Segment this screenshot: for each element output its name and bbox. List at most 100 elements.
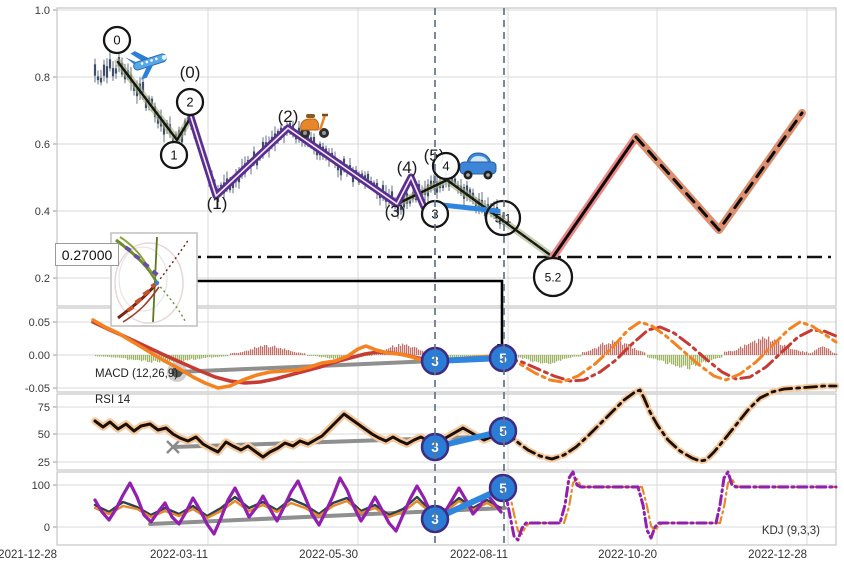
macd-histogram-bar [709, 355, 711, 361]
macd-histogram-bar [211, 355, 213, 358]
macd-histogram-bar [524, 355, 526, 359]
plane-window [140, 62, 144, 65]
macd-histogram-bar [149, 355, 151, 363]
wave-circle-marker[interactable]: 5.1 [484, 199, 522, 237]
xaxis-date-label: 2022-08-11 [450, 549, 508, 561]
macd-histogram-bar [540, 355, 542, 364]
kdj-panel-grid: 100 0 [32, 471, 837, 546]
macd-histogram-bar [329, 355, 331, 359]
macd-histogram-bar [183, 355, 185, 362]
macd-histogram-bar [604, 345, 606, 355]
macd-histogram-bar [701, 355, 703, 363]
macd-histogram-bar [272, 346, 274, 355]
macd-histogram-bar [681, 355, 683, 368]
macd-ytick-label: -0.05 [25, 383, 50, 395]
airplane-icon[interactable] [124, 42, 171, 82]
price-ytick-label: 0.8 [35, 72, 50, 84]
wave-circle [175, 87, 205, 117]
macd-histogram-bar [454, 355, 456, 359]
kdj-wave-point-marker[interactable]: 5 [488, 473, 518, 503]
macd-histogram-bar [675, 355, 677, 367]
macd-histogram-bar [103, 355, 105, 357]
macd-histogram-bar [95, 355, 97, 357]
xaxis-date-label: 2022-05-30 [299, 549, 358, 561]
kdj-panel-border [56, 471, 837, 546]
macd-histogram-bar [227, 355, 229, 357]
macd-histogram-bar [526, 355, 528, 360]
macd-histogram-bar [304, 353, 306, 355]
macd-histogram-bar [808, 353, 810, 355]
macd-histogram-bar [659, 355, 661, 361]
car-hub [486, 173, 490, 177]
macd-histogram-bar [768, 336, 770, 355]
macd-histogram-bar [213, 355, 215, 358]
macd-histogram-bar [796, 349, 798, 355]
candle-body [111, 68, 115, 77]
candle-body [390, 191, 394, 202]
macd-histogram-bar [715, 355, 717, 359]
macd-histogram-bar [294, 352, 296, 355]
macd-histogram-bar [238, 352, 240, 355]
wave-circle-marker[interactable]: 0 [102, 25, 132, 55]
macd-histogram-bar [246, 350, 248, 355]
macd-histogram-bar [717, 355, 719, 359]
macd-histogram-bar [638, 350, 640, 355]
macd-wave-point-marker[interactable]: 5 [488, 343, 518, 373]
macd-histogram-bar [724, 351, 726, 355]
macd-histogram-bar [766, 339, 768, 355]
macd-histogram-bar [600, 344, 602, 355]
macd-histogram-bar [187, 355, 189, 361]
rsi-label: RSI 14 [95, 394, 131, 406]
macd-histogram-bar [836, 353, 838, 355]
rsi-panel: RSI 14 3 5 [91, 382, 840, 465]
macd-histogram-bar [133, 355, 135, 361]
macd-histogram-bar [262, 346, 264, 355]
macd-histogram-bar [536, 355, 538, 362]
macd-histogram-bar [750, 342, 752, 355]
macd-histogram-bar [620, 341, 622, 355]
macd-histogram-bar [532, 355, 534, 363]
macd-histogram-bar [201, 355, 203, 359]
kdj-label: KDJ (9,3,3) [762, 525, 820, 537]
wave-circle-marker[interactable]: 5.2 [532, 256, 574, 298]
wave-circle-marker[interactable]: 1 [159, 140, 189, 170]
plane-tail [125, 57, 137, 65]
macd-histogram-bar [331, 355, 333, 359]
candle-body [408, 200, 412, 204]
macd-histogram-bar [713, 355, 715, 360]
rsi-wave-point-marker[interactable]: 5 [488, 416, 518, 446]
macd-histogram-bar [410, 347, 412, 355]
macd-histogram-bar [592, 348, 594, 355]
macd-histogram-bar [274, 345, 276, 355]
candle-body [93, 64, 97, 76]
macd-histogram-bar [278, 348, 280, 355]
macd-histogram-bar [179, 355, 181, 361]
wave-dotted-tail [446, 179, 554, 258]
scooter-icon[interactable] [300, 113, 329, 138]
macd-histogram-bar [596, 348, 598, 355]
macd-histogram-bar [632, 348, 634, 355]
macd-histogram-bar [230, 353, 232, 355]
macd-histogram-bar [726, 351, 728, 355]
candle-body [429, 180, 433, 187]
macd-histogram-bar [624, 343, 626, 355]
car-window [470, 156, 488, 162]
macd-histogram-bar [778, 341, 780, 355]
macd-histogram-bar [736, 350, 738, 355]
macd-histogram-bar [367, 355, 369, 356]
macd-histogram-bar [772, 340, 774, 355]
kdj-marker-circle [488, 473, 518, 503]
macd-histogram-bar [97, 355, 99, 357]
candle-body [453, 178, 457, 184]
car-icon[interactable] [459, 152, 497, 180]
macd-histogram-bar [319, 355, 321, 357]
macd-histogram-bar [580, 355, 582, 357]
macd-histogram-bar [298, 352, 300, 355]
wave-label-paren: (1) [207, 194, 228, 213]
macd-histogram-bar [113, 355, 115, 358]
wave-circle-marker[interactable]: 2 [175, 87, 205, 117]
macd-histogram-bar [325, 355, 327, 358]
macd-histogram-bar [139, 355, 141, 361]
wave-circle-marker[interactable]: 4 [431, 151, 461, 181]
